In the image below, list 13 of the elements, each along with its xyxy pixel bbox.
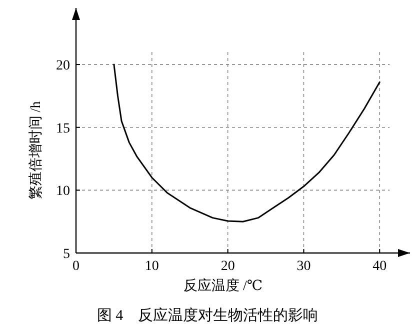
x-tick-label: 20 — [220, 259, 235, 274]
x-tick-label: 40 — [372, 259, 387, 274]
y-tick-label: 10 — [56, 184, 70, 200]
y-tick-label: 15 — [56, 121, 70, 136]
x-axis-title: 反应温度 /℃ — [183, 278, 263, 294]
x-tick-label: 0 — [72, 259, 80, 274]
y-axis-title: 繁殖倍增时间 /h — [28, 101, 44, 200]
y-tick-label: 20 — [56, 58, 70, 74]
x-tick-label: 10 — [144, 259, 159, 274]
line-series — [113, 64, 380, 222]
text: 图 4 反应温度对生物活性的影响 — [96, 307, 318, 324]
x-tick-label: 30 — [296, 259, 311, 274]
y-tick-label: 5 — [63, 247, 70, 262]
